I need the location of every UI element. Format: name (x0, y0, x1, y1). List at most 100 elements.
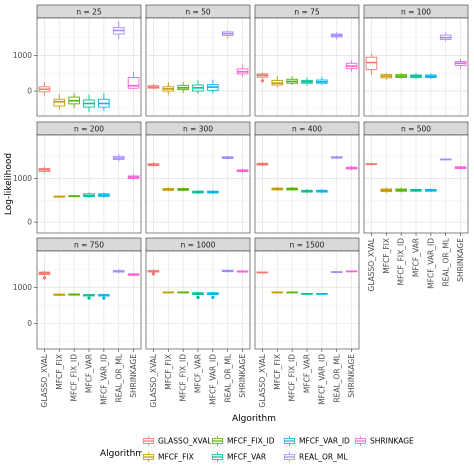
box-mfcf-var (301, 189, 313, 194)
box-mfcf-fix (271, 76, 284, 88)
box-real-or-ml (112, 21, 125, 40)
box-mfcf-var (192, 189, 204, 195)
legend-label: MFCF_VAR_ID (299, 437, 350, 446)
box-mfcf-var-id (207, 189, 219, 195)
box-mfcf-fix-id (68, 293, 80, 296)
facet-strip-label: n = 75 (294, 8, 320, 17)
box-mfcf-fix (162, 187, 175, 192)
panel-border (36, 134, 142, 234)
outlier-point (102, 296, 106, 300)
box-shrinkage (345, 270, 358, 273)
box-mfcf-var-id (98, 192, 110, 198)
x-tick-label: MFCF_VAR_ID (208, 354, 217, 405)
facet-panel: n = 400 (254, 121, 360, 234)
facet-panel: n = 25 0 1000 (13, 4, 142, 117)
x-tick-label: MFCF_VAR (194, 354, 203, 393)
box-mfcf-var (83, 94, 95, 112)
facet-strip-label: n = 1500 (290, 241, 325, 250)
box-mfcf-fix-id (68, 195, 80, 198)
box-glasso-xval (38, 82, 51, 96)
x-tick-label: SHRINKAGE (347, 354, 356, 398)
legend-label: MFCF_FIX_ID (227, 437, 275, 446)
outlier-point (260, 79, 265, 83)
facet-strip-label: n = 750 (74, 241, 104, 250)
legend-label: GLASSO_XVAL (158, 437, 212, 446)
x-tick-label: REAL_OR_ML (223, 353, 232, 402)
box-mfcf-fix (53, 195, 66, 198)
box-mfcf-fix-id (286, 291, 298, 294)
facet-strip-label: n = 1000 (181, 241, 216, 250)
outlier-point (87, 296, 91, 300)
box-mfcf-var-id (98, 293, 110, 300)
box-glasso-xval (256, 271, 269, 274)
legend-label: MFCF_FIX (158, 453, 194, 462)
panel-border (145, 17, 251, 117)
box-real-or-ml (221, 269, 234, 273)
x-tick-label: SHRINKAGE (238, 354, 247, 398)
x-tick-label: SHRINKAGE (456, 238, 465, 282)
x-tick-label: MFCF_VAR (303, 354, 312, 393)
box-mfcf-fix (271, 186, 284, 191)
box-glasso-xval (147, 162, 160, 167)
box-mfcf-var-id (425, 188, 437, 193)
legend-item: MFCF_VAR_ID (282, 434, 350, 448)
box-mfcf-fix (380, 73, 393, 80)
x-tick-label: REAL_OR_ML (441, 237, 450, 286)
facet-strip-label: n = 50 (185, 8, 211, 17)
box-glasso-xval (38, 270, 51, 280)
x-tick-label: MFCF_VAR_ID (426, 238, 435, 289)
box-body (127, 77, 140, 89)
box-shrinkage (127, 273, 140, 277)
x-tick-label: MFCF_FIX_ID (397, 238, 406, 286)
box-mfcf-fix-id (177, 291, 189, 294)
legend-item: REAL_OR_ML (282, 450, 348, 464)
box-shrinkage (236, 168, 249, 173)
box-mfcf-var (301, 293, 313, 295)
x-tick-label: MFCF_VAR (412, 238, 421, 277)
box-real-or-ml (330, 155, 343, 159)
box-mfcf-var (83, 192, 95, 198)
box-mfcf-var (301, 77, 313, 86)
panel-border (145, 134, 251, 234)
facet-strip-label: n = 25 (76, 8, 102, 17)
y-tick-label: 1000 (13, 283, 32, 292)
x-tick-label: MFCF_FIX_ID (70, 354, 79, 402)
box-glasso-xval (38, 166, 51, 174)
box-body (365, 56, 378, 71)
outlier-point (196, 295, 200, 300)
legend-item: MFCF_FIX (141, 450, 194, 464)
facet-panel: n = 1000 GLASSO_XVAL MFCF_FIX MFCF_FIX_ID MF… (145, 237, 251, 408)
panel-border (254, 17, 360, 117)
x-tick-label: MFCF_FIX (164, 354, 173, 390)
box-mfcf-fix (53, 93, 66, 110)
box-mfcf-var-id (98, 92, 110, 112)
y-tick-label: 0 (27, 218, 32, 227)
x-tick-label: REAL_OR_ML (114, 353, 123, 402)
facet-panel: n = 300 (145, 121, 251, 234)
box-mfcf-var-id (207, 79, 219, 94)
box-mfcf-fix-id (286, 186, 298, 191)
box-mfcf-var (192, 292, 204, 300)
facet-panel: n = 50 (145, 4, 251, 117)
panel-border (363, 17, 469, 117)
box-real-or-ml (330, 271, 343, 273)
x-tick-label: MFCF_FIX_ID (179, 354, 188, 402)
box-shrinkage (454, 165, 467, 170)
box-mfcf-var-id (316, 293, 328, 295)
x-axis-title: Algorithm (232, 414, 276, 424)
box-mfcf-fix (380, 187, 393, 193)
box-real-or-ml (330, 32, 343, 40)
x-tick-label: MFCF_FIX (382, 238, 391, 274)
box-mfcf-var (83, 293, 95, 300)
box-mfcf-fix (162, 82, 175, 95)
box-mfcf-fix (271, 291, 284, 294)
x-tick-label: GLASSO_XVAL (258, 353, 267, 407)
box-shrinkage (236, 65, 249, 77)
facet-panel: n = 200 0 1000 (13, 121, 142, 234)
x-tick-label: MFCF_FIX (55, 354, 64, 390)
box-real-or-ml (112, 154, 125, 162)
x-tick-label: MFCF_FIX_ID (288, 354, 297, 402)
y-tick-label: 0 (27, 319, 32, 328)
y-axis-title: Log-likelihood (4, 153, 14, 215)
